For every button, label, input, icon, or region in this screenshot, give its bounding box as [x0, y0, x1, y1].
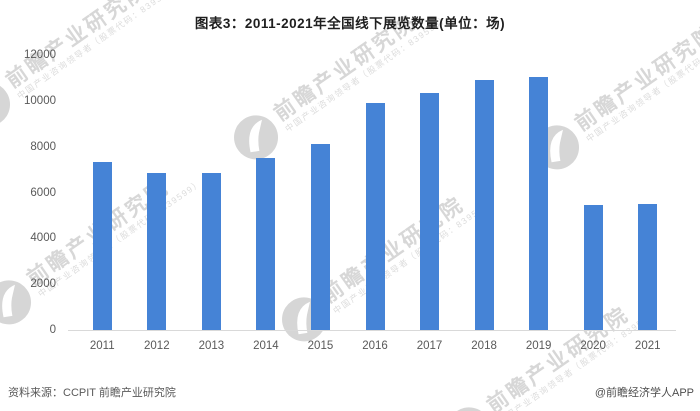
- bar-2014: [256, 158, 276, 330]
- y-axis-tick-label: 12000: [24, 49, 56, 61]
- bar-2017: [420, 93, 440, 330]
- source-note: 资料来源：CCPIT 前瞻产业研究院: [8, 387, 176, 399]
- bar-2012: [147, 173, 167, 330]
- y-axis-tick-label: 8000: [30, 140, 56, 153]
- x-axis-label-2012: 2012: [144, 340, 170, 352]
- x-axis-label-2014: 2014: [253, 340, 279, 352]
- x-axis-line: [68, 330, 676, 331]
- y-axis-tick-label: 10000: [24, 94, 56, 107]
- x-axis-label-2020: 2020: [580, 340, 606, 352]
- bar-2013: [201, 173, 221, 330]
- x-axis-label-2019: 2019: [525, 340, 552, 352]
- bar-2016: [365, 103, 385, 330]
- y-axis-tick-label: 4000: [30, 232, 56, 245]
- y-axis-tick-label: 2000: [30, 278, 56, 291]
- x-axis-label-2018: 2018: [471, 340, 497, 352]
- credit-note: @前瞻经济学人APP: [594, 387, 694, 399]
- y-axis-tick-label: 6000: [30, 186, 56, 199]
- x-axis-label-2011: 2011: [89, 340, 115, 352]
- bar-2021: [638, 204, 658, 330]
- bar-2019: [529, 77, 549, 330]
- x-axis-label-2021: 2021: [634, 340, 661, 352]
- bar-2015: [310, 144, 330, 330]
- bar-2018: [474, 80, 494, 330]
- bar-2020: [583, 205, 603, 330]
- x-axis-label-2015: 2015: [307, 340, 334, 352]
- bar-2011: [92, 162, 112, 330]
- x-axis-label-2017: 2017: [416, 340, 443, 352]
- x-axis-label-2013: 2013: [198, 340, 225, 352]
- y-axis-tick-label: 0: [49, 324, 56, 336]
- chart-title: 图表3：2011-2021年全国线下展览数量(单位：场): [194, 16, 506, 31]
- x-axis-label-2016: 2016: [362, 340, 388, 352]
